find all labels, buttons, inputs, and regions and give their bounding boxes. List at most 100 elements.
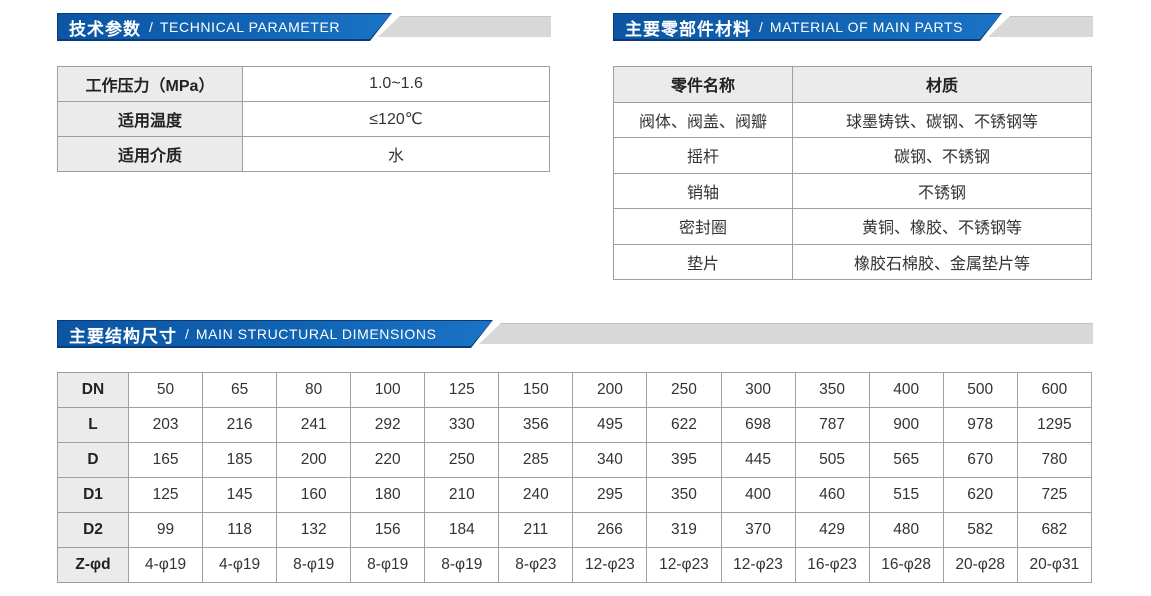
table-row: 垫片 橡胶石棉胶、金属垫片等 bbox=[613, 243, 1092, 280]
header-cell: 材质 bbox=[792, 66, 1092, 103]
value-cell: 500 bbox=[942, 372, 1018, 408]
value-cell: 160 bbox=[276, 477, 352, 513]
value-cell: 495 bbox=[572, 407, 648, 443]
value-cell: 20-φ31 bbox=[1016, 547, 1093, 583]
value-cell: 285 bbox=[498, 442, 574, 478]
value-cell: 400 bbox=[720, 477, 796, 513]
header-cell: 适用温度 bbox=[57, 101, 243, 137]
value-cell: 12-φ23 bbox=[646, 547, 722, 583]
materials-table: 零件名称 材质 阀体、阀盖、阀瓣 球墨铸铁、碳钢、不锈钢等 摇杆 碳钢、不锈钢 销轴 不锈钢密… bbox=[613, 66, 1092, 280]
value-cell: 100 bbox=[350, 372, 426, 408]
value-cell: 12-φ23 bbox=[572, 547, 648, 583]
header-blue-ribbon: 主要结构尺寸 / MAIN STRUCTURAL DIMENSIONS bbox=[57, 320, 493, 348]
value-cell: 不锈钢 bbox=[792, 172, 1092, 209]
value-cell: 黄铜、橡胶、不锈钢等 bbox=[792, 208, 1092, 245]
value-cell: 900 bbox=[868, 407, 944, 443]
value-cell: 787 bbox=[794, 407, 870, 443]
value-cell: 395 bbox=[646, 442, 722, 478]
value-cell: 400 bbox=[868, 372, 944, 408]
value-cell: 515 bbox=[868, 477, 944, 513]
value-cell: 200 bbox=[276, 442, 352, 478]
table-row: 阀体、阀盖、阀瓣 球墨铸铁、碳钢、不锈钢等 bbox=[613, 101, 1092, 138]
dimensions-table: DN 50 65 80 100 125 150 200 250 300 350 400 500 600 L 2… bbox=[57, 372, 1093, 583]
table-row: D2 99 118 132 156 184 211 266 319 370 429 480 582 682 bbox=[57, 512, 1093, 548]
value-cell: 1295 bbox=[1016, 407, 1093, 443]
value-cell: 80 bbox=[276, 372, 352, 408]
section-title-zh: 主要零部件材料 bbox=[625, 19, 751, 39]
value-cell: 118 bbox=[202, 512, 278, 548]
value-cell: 250 bbox=[646, 372, 722, 408]
value-cell: 266 bbox=[572, 512, 648, 548]
table-row: 零件名称 材质 bbox=[613, 66, 1092, 103]
value-cell: 505 bbox=[794, 442, 870, 478]
section-title-zh: 主要结构尺寸 bbox=[69, 326, 177, 346]
table-row: 适用温度 ≤120℃ bbox=[57, 101, 550, 137]
value-cell: 250 bbox=[424, 442, 500, 478]
table-row: D1 125 145 160 180 210 240 295 350 400 460 515 620 72… bbox=[57, 477, 1093, 513]
technical-parameter-header: 技术参数 / TECHNICAL PARAMETER bbox=[57, 13, 551, 41]
value-cell: 摇杆 bbox=[613, 137, 793, 174]
value-cell: 密封圈 bbox=[613, 208, 793, 245]
value-cell: 460 bbox=[794, 477, 870, 513]
value-cell: 216 bbox=[202, 407, 278, 443]
header-blue-ribbon: 主要零部件材料 / MATERIAL OF MAIN PARTS bbox=[613, 13, 1002, 41]
dimensions-header: 主要结构尺寸 / MAIN STRUCTURAL DIMENSIONS bbox=[57, 320, 1093, 348]
value-cell: 156 bbox=[350, 512, 426, 548]
value-cell: 241 bbox=[276, 407, 352, 443]
materials-section: 主要零部件材料 / MATERIAL OF MAIN PARTS 零件名称 材质阀… bbox=[613, 13, 1093, 283]
value-cell: 4-φ19 bbox=[127, 547, 204, 583]
value-cell: 145 bbox=[202, 477, 278, 513]
header-cell: D1 bbox=[57, 477, 129, 513]
value-cell: 4-φ19 bbox=[202, 547, 278, 583]
value-cell: 132 bbox=[276, 512, 352, 548]
section-title-separator: / bbox=[759, 19, 763, 35]
value-cell: 12-φ23 bbox=[720, 547, 796, 583]
value-cell: 180 bbox=[350, 477, 426, 513]
value-cell: 阀体、阀盖、阀瓣 bbox=[613, 101, 793, 138]
value-cell: 碳钢、不锈钢 bbox=[792, 137, 1092, 174]
table-row: 销轴 不锈钢 bbox=[613, 172, 1092, 209]
header-cell: L bbox=[57, 407, 129, 443]
value-cell: 978 bbox=[942, 407, 1018, 443]
value-cell: 200 bbox=[572, 372, 648, 408]
value-cell: 565 bbox=[868, 442, 944, 478]
value-cell: 99 bbox=[127, 512, 204, 548]
value-cell: 622 bbox=[646, 407, 722, 443]
section-title-separator: / bbox=[185, 326, 189, 342]
header-cell: D2 bbox=[57, 512, 129, 548]
value-cell: 垫片 bbox=[613, 243, 793, 280]
value-cell: 240 bbox=[498, 477, 574, 513]
table-row: 适用介质水 bbox=[57, 136, 550, 172]
table-row: Z-φd 4-φ19 4-φ19 8-φ19 8-φ19 8-φ19 8-φ23 12-φ23… bbox=[57, 547, 1093, 583]
technical-parameter-section: 技术参数 / TECHNICAL PARAMETER 工作压力（MPa） 1.0~… bbox=[57, 13, 551, 175]
value-cell: 295 bbox=[572, 477, 648, 513]
value-cell: 150 bbox=[498, 372, 574, 408]
value-cell: 300 bbox=[720, 372, 796, 408]
value-cell: 8-φ23 bbox=[498, 547, 574, 583]
section-title-en: TECHNICAL PARAMETER bbox=[159, 19, 341, 35]
header-cell: Z-φd bbox=[57, 547, 129, 583]
section-title-zh: 技术参数 bbox=[69, 19, 141, 39]
section-title-en: MAIN STRUCTURAL DIMENSIONS bbox=[195, 326, 437, 342]
value-cell: 8-φ19 bbox=[350, 547, 426, 583]
table-row: 密封圈 黄铜、橡胶、不锈钢等 bbox=[613, 208, 1092, 245]
value-cell: 水 bbox=[242, 136, 550, 172]
technical-parameter-table: 工作压力（MPa） 1.0~1.6 适用温度 ≤120℃ 适用介质水 bbox=[57, 66, 550, 172]
value-cell: 582 bbox=[942, 512, 1018, 548]
header-gray-strip bbox=[988, 16, 1093, 37]
value-cell: 125 bbox=[127, 477, 204, 513]
value-cell: 球墨铸铁、碳钢、不锈钢等 bbox=[792, 101, 1092, 138]
table-row: 工作压力（MPa） 1.0~1.6 bbox=[57, 66, 550, 102]
value-cell: 682 bbox=[1016, 512, 1093, 548]
value-cell: 184 bbox=[424, 512, 500, 548]
value-cell: 445 bbox=[720, 442, 796, 478]
value-cell: 670 bbox=[942, 442, 1018, 478]
table-row: DN 50 65 80 100 125 150 200 250 300 350 400 500 600 bbox=[57, 372, 1093, 408]
value-cell: 350 bbox=[794, 372, 870, 408]
value-cell: 620 bbox=[942, 477, 1018, 513]
value-cell: 1.0~1.6 bbox=[242, 66, 550, 102]
table-row: L 203 216 241 292 330 356 495 622 698 787 900 978 129… bbox=[57, 407, 1093, 443]
value-cell: 8-φ19 bbox=[424, 547, 500, 583]
table-row: D 165 185 200 220 250 285 340 395 445 505 565 670 780 bbox=[57, 442, 1093, 478]
header-cell: DN bbox=[57, 372, 129, 408]
